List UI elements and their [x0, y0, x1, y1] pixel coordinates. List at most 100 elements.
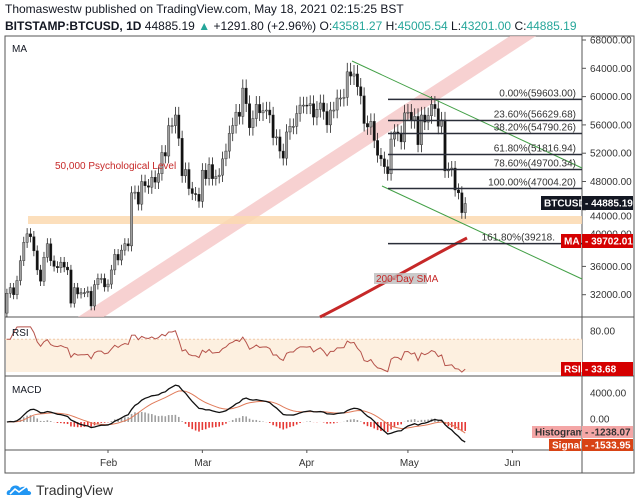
- axis-tag-name: RSI: [564, 365, 581, 376]
- candle: [416, 108, 420, 153]
- candle: [136, 185, 140, 211]
- candle-body: [157, 173, 160, 183]
- candle: [295, 105, 299, 135]
- symbol-name[interactable]: BITSTAMP:BTCUSD, 1D: [5, 19, 142, 33]
- rising-trend-band: [78, 36, 536, 317]
- candle-body: [244, 87, 248, 104]
- candle-body: [29, 233, 32, 237]
- candle: [211, 157, 214, 186]
- candle: [180, 130, 184, 183]
- candle-body: [322, 102, 326, 112]
- candle: [217, 168, 221, 184]
- pane-label-rsi: RSI: [12, 328, 29, 339]
- candle-body: [113, 254, 117, 271]
- candle-body: [22, 242, 26, 261]
- axis-tag-name-bg: [561, 362, 581, 376]
- candle-body: [409, 111, 413, 121]
- candle-body: [103, 278, 107, 288]
- candle: [150, 170, 154, 194]
- time-tick-label: Apr: [299, 458, 315, 469]
- fib-level-label: 100.00%(47004.20): [488, 178, 576, 189]
- candle: [423, 106, 427, 131]
- close-value: 44885.19: [526, 19, 577, 33]
- candle: [59, 256, 63, 273]
- candle-body: [325, 111, 329, 126]
- candle-body: [433, 104, 437, 109]
- candle-body: [190, 188, 194, 194]
- candle-body: [194, 193, 198, 195]
- candle-body: [291, 126, 295, 128]
- candle: [113, 249, 117, 275]
- candle: [200, 163, 204, 208]
- tradingview-logo[interactable]: TradingView: [6, 482, 113, 498]
- candle-body: [403, 112, 406, 143]
- candle: [345, 62, 349, 106]
- candle-body: [399, 133, 403, 143]
- candle: [157, 166, 160, 189]
- candle-body: [160, 152, 164, 174]
- candle: [25, 228, 29, 248]
- candle: [153, 170, 157, 189]
- candle-body: [420, 114, 423, 145]
- candle-body: [224, 150, 228, 160]
- chart-frame: [4, 35, 635, 474]
- candle-body: [32, 236, 36, 252]
- open-label: O:: [319, 19, 333, 33]
- price-tick-label: 48000.00: [590, 177, 632, 188]
- candle-body: [268, 109, 272, 116]
- axis-tag-value: - 33.68: [585, 365, 617, 376]
- candle-body: [406, 111, 410, 114]
- candle-body: [143, 181, 147, 186]
- candle: [339, 89, 342, 107]
- candle: [86, 286, 90, 298]
- candle-body: [335, 97, 339, 111]
- time-tick-label: May: [400, 458, 419, 469]
- candle: [22, 236, 26, 266]
- candle: [460, 186, 464, 219]
- candle: [426, 107, 430, 131]
- pane-label-macd: MACD: [12, 385, 41, 396]
- candle-body: [133, 191, 137, 194]
- candle-body: [72, 287, 76, 304]
- candle-body: [66, 266, 69, 271]
- candle-body: [238, 111, 241, 117]
- candle-body: [42, 257, 46, 282]
- candle: [315, 101, 319, 126]
- candle-body: [150, 177, 154, 188]
- candle-body: [18, 260, 22, 281]
- open-value: 43581.27: [332, 19, 383, 33]
- candle: [254, 96, 258, 127]
- candle-body: [275, 136, 278, 139]
- candle-body: [106, 283, 110, 288]
- candle: [238, 103, 241, 125]
- candle-body: [460, 192, 464, 213]
- macd-tick-label: 4000.00: [590, 389, 627, 400]
- candle: [32, 230, 36, 257]
- candle: [163, 145, 167, 164]
- candle: [420, 106, 423, 153]
- axis-tag-value: - -1238.07: [585, 428, 631, 439]
- candle-body: [315, 109, 319, 118]
- candle: [103, 273, 107, 292]
- candle-body: [109, 269, 113, 285]
- candle-body: [93, 284, 96, 307]
- candle-body: [211, 164, 214, 179]
- candle: [342, 88, 346, 107]
- candle: [12, 282, 16, 300]
- candle-body: [416, 116, 420, 145]
- candle-body: [305, 104, 309, 107]
- candle: [359, 78, 363, 105]
- axis-tag-value-bg: [582, 362, 633, 376]
- candle-body: [227, 133, 231, 152]
- macd-line: [6, 384, 466, 443]
- candle: [244, 79, 248, 113]
- candle-body: [436, 108, 440, 127]
- channel-lower-line: [381, 185, 583, 280]
- candle-body: [393, 131, 396, 140]
- close-label: C:: [514, 19, 527, 33]
- candle: [457, 183, 460, 200]
- candle: [177, 106, 181, 146]
- candle: [335, 89, 339, 119]
- candle-body: [231, 125, 235, 134]
